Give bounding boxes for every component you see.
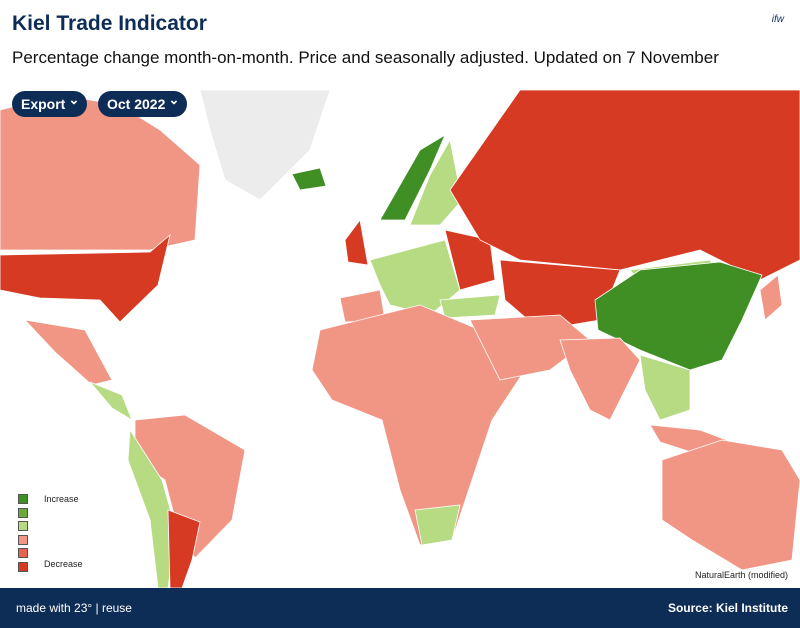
legend-swatch bbox=[18, 521, 28, 532]
title: Kiel Trade Indicator bbox=[12, 12, 207, 35]
logo: ifw bbox=[771, 14, 784, 25]
india bbox=[559, 337, 641, 421]
legend-label: Decrease bbox=[44, 559, 83, 569]
greenland bbox=[199, 90, 331, 201]
flow-dropdown[interactable]: Export bbox=[12, 87, 88, 117]
sweden-finland bbox=[409, 138, 463, 226]
legend-swatch bbox=[18, 494, 28, 504]
legend-swatch bbox=[18, 561, 28, 572]
source: Source: Kiel Institute bbox=[667, 601, 788, 615]
central-america bbox=[89, 381, 133, 421]
legend-swatch bbox=[18, 534, 28, 545]
south-africa bbox=[414, 504, 461, 546]
footer-link[interactable]: made with 23° | reuse bbox=[16, 601, 132, 615]
legend-swatch bbox=[18, 507, 28, 518]
ukraine-belarus bbox=[444, 229, 496, 291]
norway bbox=[379, 134, 446, 221]
andes bbox=[127, 428, 177, 588]
iceland bbox=[291, 167, 327, 191]
japan bbox=[759, 274, 783, 321]
mexico bbox=[23, 319, 113, 386]
australia bbox=[661, 439, 800, 571]
legend bbox=[18, 494, 28, 576]
month-dropdown[interactable]: Oct 2022 bbox=[98, 87, 188, 117]
russia bbox=[449, 90, 800, 281]
turkey bbox=[439, 294, 501, 319]
southeast-asia bbox=[639, 354, 691, 421]
uk bbox=[344, 219, 369, 266]
legend-swatch bbox=[18, 548, 28, 559]
subtitle: Percentage change month-on-month. Price … bbox=[12, 48, 719, 67]
usa bbox=[0, 233, 171, 323]
canada bbox=[0, 94, 201, 251]
world-map bbox=[0, 90, 800, 588]
attribution: NaturalEarth (modified) bbox=[694, 570, 788, 580]
footer: made with 23° | reuse Source: Kiel Insti… bbox=[0, 588, 800, 628]
argentina bbox=[167, 509, 201, 588]
legend-label: Increase bbox=[44, 494, 79, 504]
